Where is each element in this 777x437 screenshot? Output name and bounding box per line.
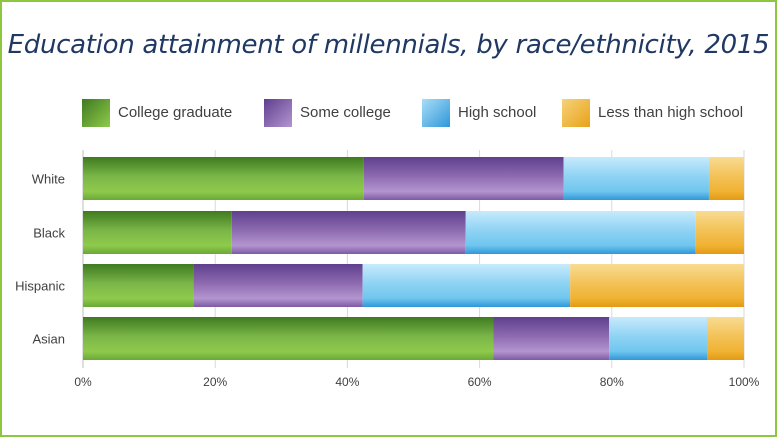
x-tick-label-0: 0% xyxy=(74,375,92,389)
bar-asian-high-school xyxy=(609,317,707,360)
category-label-hispanic: Hispanic xyxy=(15,279,65,294)
legend-label-less-than-high-school: Less than high school xyxy=(598,104,744,121)
legend-label-high-school: High school xyxy=(458,104,537,121)
x-tick-label-4: 80% xyxy=(600,375,624,389)
bar-white-college-graduate xyxy=(83,157,364,200)
legend-swatch-some-college xyxy=(264,99,292,127)
bar-black-some-college xyxy=(231,211,466,254)
legend-swatch-high-school xyxy=(422,99,450,127)
legend: College graduate Some college High schoo… xyxy=(82,98,746,128)
category-label-asian: Asian xyxy=(32,332,65,347)
bar-hispanic-high-school xyxy=(362,264,571,307)
category-label-black: Black xyxy=(33,226,65,241)
legend-label-college-graduate: College graduate xyxy=(118,104,233,121)
bar-white-high-school xyxy=(563,157,709,200)
bar-black-less-than-high-school xyxy=(695,211,744,254)
bar-black-high-school xyxy=(465,211,696,254)
legend-swatch-less-than-high-school xyxy=(562,99,590,127)
x-tick-label-3: 60% xyxy=(468,375,492,389)
legend-swatch-college-graduate xyxy=(82,99,110,127)
x-tick-label-1: 20% xyxy=(203,375,227,389)
legend-label-some-college: Some college xyxy=(300,104,391,121)
bar-asian-less-than-high-school xyxy=(706,317,744,360)
bar-black-college-graduate xyxy=(83,211,232,254)
bar-white-some-college xyxy=(363,157,564,200)
x-tick-label-5: 100% xyxy=(729,375,760,389)
bar-hispanic-college-graduate xyxy=(83,264,194,307)
bar-hispanic-less-than-high-school xyxy=(570,264,744,307)
bar-asian-some-college xyxy=(493,317,610,360)
bar-white-less-than-high-school xyxy=(708,157,744,200)
bar-hispanic-some-college xyxy=(193,264,363,307)
category-label-white: White xyxy=(32,172,65,187)
chart-title: Education attainment of millennials, by … xyxy=(7,30,770,60)
bar-asian-college-graduate xyxy=(83,317,494,360)
x-tick-label-2: 40% xyxy=(335,375,359,389)
